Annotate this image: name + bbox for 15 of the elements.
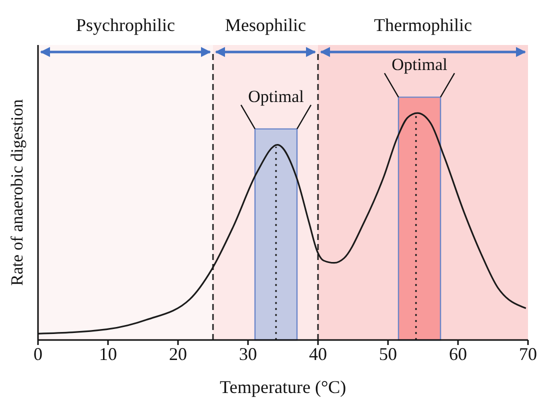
x-tick-label: 0 bbox=[34, 344, 42, 364]
x-tick-label: 70 bbox=[519, 344, 537, 364]
x-tick-label: 20 bbox=[169, 344, 187, 364]
band-label: Optimal bbox=[248, 86, 304, 106]
x-tick-label: 30 bbox=[239, 344, 257, 364]
x-tick-label: 50 bbox=[379, 344, 397, 364]
x-axis-title: Temperature (°C) bbox=[220, 377, 346, 397]
band-label: Thermophilic bbox=[374, 15, 472, 35]
y-axis-title: Rate of anaerobic digestion bbox=[8, 98, 26, 286]
band-label: Mesophilic bbox=[225, 15, 306, 35]
x-tick-label: 60 bbox=[449, 344, 467, 364]
band-label: Optimal bbox=[392, 55, 448, 74]
x-tick-label: 10 bbox=[99, 344, 117, 364]
x-tick-label: 40 bbox=[309, 344, 327, 364]
band-label: Psychrophilic bbox=[76, 15, 175, 35]
